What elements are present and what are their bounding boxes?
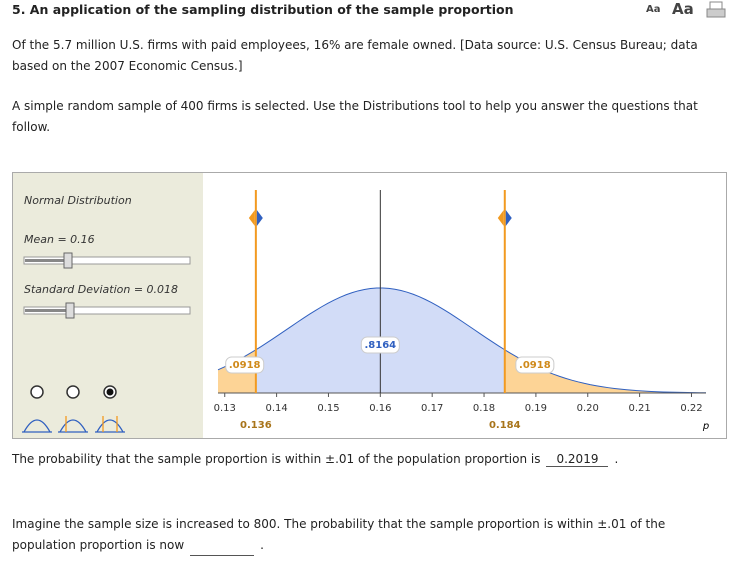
value-label: .0918 <box>519 360 551 371</box>
question-2: Imagine the sample size is increased to … <box>12 514 702 556</box>
question-text: Imagine the sample size is increased to … <box>12 517 666 552</box>
punctuation: . <box>260 538 264 552</box>
value-label-box <box>225 356 265 374</box>
mode-icons[interactable] <box>22 416 125 433</box>
value-label: .0918 <box>229 360 261 371</box>
question-text: The probability that the sample proporti… <box>12 452 541 466</box>
paragraph: A simple random sample of 400 firms is s… <box>12 99 698 134</box>
density-curve <box>217 287 707 394</box>
slider-fill <box>25 259 65 262</box>
punctuation: . <box>614 452 619 466</box>
x-tick-label: 0.17 <box>421 403 443 414</box>
panel-title: Normal Distribution <box>24 194 132 207</box>
x-tick-label: 0.15 <box>317 403 339 414</box>
print-icon[interactable] <box>706 1 726 19</box>
value-label: .8164 <box>365 340 397 351</box>
x-tick-label: 0.14 <box>265 403 287 414</box>
slider-thumb[interactable] <box>63 252 73 269</box>
font-large[interactable]: Aa <box>672 0 694 18</box>
slider-thumb[interactable] <box>65 302 75 319</box>
answer-field[interactable] <box>190 541 255 556</box>
sd-slider[interactable] <box>23 306 191 315</box>
x-tick-label: 0.21 <box>628 403 650 414</box>
radio-selected <box>106 388 114 396</box>
x-axis-label: p <box>702 421 709 432</box>
x-tick-label: 0.16 <box>369 403 391 414</box>
x-tick-label: 0.22 <box>680 403 702 414</box>
area <box>504 349 706 393</box>
x-tick-label: 0.13 <box>214 403 236 414</box>
cutoff-label: 0.184 <box>489 420 521 431</box>
cutoff-handle <box>248 210 255 226</box>
answer-field[interactable]: 0.2019 <box>546 452 609 467</box>
radio[interactable] <box>66 385 80 399</box>
question-title: 5. An application of the sampling distri… <box>12 2 514 17</box>
cutoff-handle <box>505 210 512 226</box>
x-tick-label: 0.20 <box>577 403 599 414</box>
cutoff-label: 0.136 <box>240 420 272 431</box>
question-1: The probability that the sample proporti… <box>12 452 618 467</box>
sd-label: Standard Deviation = 0.018 <box>24 283 178 296</box>
x-tick-label: 0.19 <box>525 403 547 414</box>
cutoff-handle <box>497 210 504 226</box>
distribution-tool: Normal Distribution Mean = 0.16 Standard… <box>12 172 727 439</box>
value-label-box <box>515 356 555 374</box>
cutoff-handle <box>256 210 263 226</box>
mean-label: Mean = 0.16 <box>24 233 95 246</box>
radio[interactable] <box>30 385 44 399</box>
slider-fill <box>25 309 67 312</box>
value-label-box <box>360 336 400 354</box>
paragraph: Of the 5.7 million U.S. firms with paid … <box>12 38 698 73</box>
font-small[interactable]: Aa <box>646 4 661 15</box>
mean-slider[interactable] <box>23 256 191 265</box>
x-tick-label: 0.18 <box>473 403 495 414</box>
